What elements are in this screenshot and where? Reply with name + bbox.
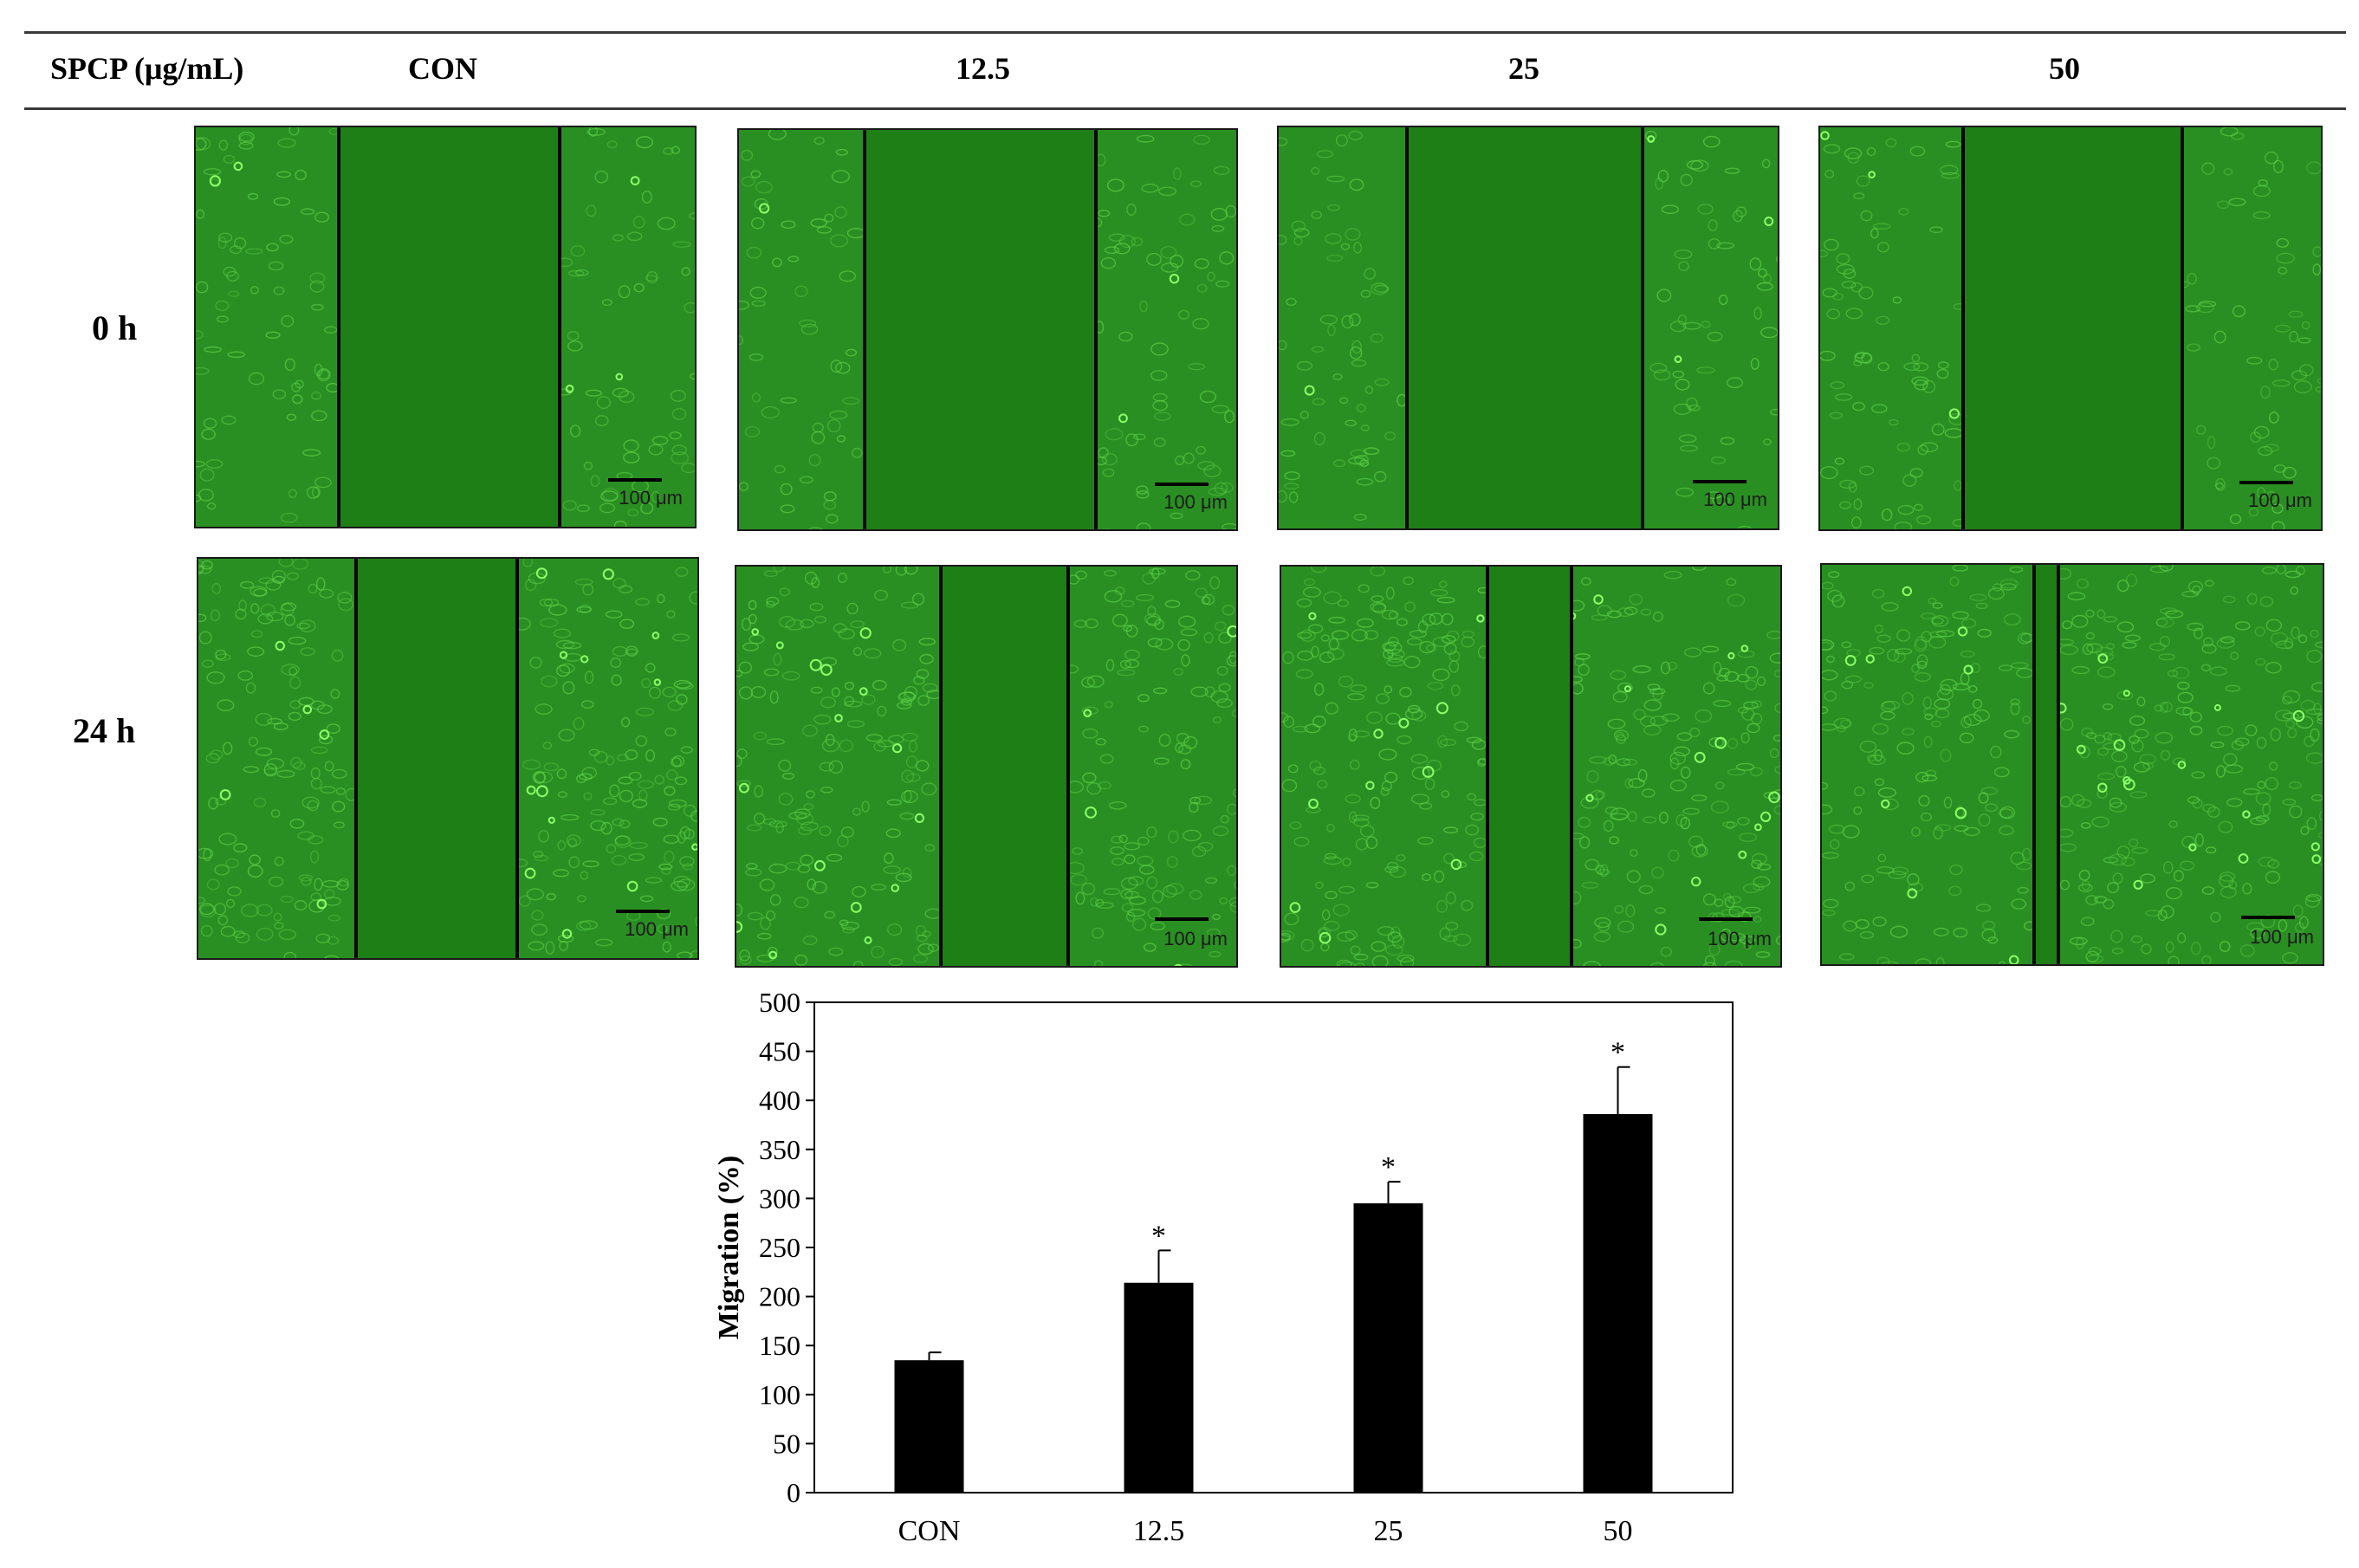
scale-bar xyxy=(608,478,662,482)
column-header-50: 50 xyxy=(2049,51,2080,86)
cell-texture xyxy=(1281,567,1780,966)
wound-gap xyxy=(2034,565,2058,964)
row-label-24h: 24 h xyxy=(73,711,136,750)
migration-bar-chart: 0 50 100 150 200 250 300 350 400 450 500 CON * 12.5 * 2… xyxy=(713,987,1734,1547)
scale-bar xyxy=(616,910,670,913)
scale-bar xyxy=(2239,481,2293,484)
wound-edge-line xyxy=(2032,565,2036,964)
scale-bar-label: 100 μm xyxy=(1703,489,1767,510)
wound-gap xyxy=(941,567,1068,966)
scale-bar-label: 100 μm xyxy=(625,918,689,940)
scale-bar-label: 100 μm xyxy=(1163,928,1228,949)
y-tick-label: 50 xyxy=(773,1428,800,1459)
micrograph-25-0h: 100 μm xyxy=(1277,126,1779,530)
scale-bar xyxy=(2241,916,2295,919)
cell-texture xyxy=(1279,130,1778,528)
y-tick-label: 300 xyxy=(759,1182,800,1214)
micrograph-12-5-24h: 100 μm xyxy=(735,565,1238,968)
wound-edge-line xyxy=(1961,127,1965,529)
significance-asterisk: * xyxy=(1381,1151,1396,1183)
cell-texture xyxy=(739,130,1236,529)
significance-asterisk: * xyxy=(1151,1220,1166,1252)
y-tick-label: 150 xyxy=(759,1330,800,1361)
y-tick-label: 400 xyxy=(759,1085,800,1116)
bar-CON xyxy=(894,1360,964,1493)
bar-25 xyxy=(1353,1203,1423,1493)
micrograph-12-5-0h: 100 μm xyxy=(737,128,1238,531)
bar-50 xyxy=(1583,1114,1653,1493)
y-tick-label: 200 xyxy=(759,1281,800,1312)
significance-asterisk: * xyxy=(1610,1037,1625,1069)
scale-bar-label: 100 μm xyxy=(2250,926,2314,948)
wound-edge-line xyxy=(1486,567,1489,966)
wound-edge-line xyxy=(1405,127,1409,528)
wound-edge-line xyxy=(515,559,519,958)
scale-bar-label: 100 μm xyxy=(1708,928,1772,949)
wound-edge-line xyxy=(1641,127,1644,528)
y-tick-label: 0 xyxy=(787,1477,800,1508)
column-header-12-5: 12.5 xyxy=(956,51,1010,86)
y-tick-label: 450 xyxy=(759,1036,800,1067)
cell-texture xyxy=(736,567,1236,966)
micrograph-50-24h: 100 μm xyxy=(1820,563,2324,966)
x-tick-label: CON xyxy=(898,1515,961,1547)
wound-edge-line xyxy=(1570,567,1573,966)
micrograph-con-24h: 100 μm xyxy=(197,557,699,960)
y-axis-title: Migration (%) xyxy=(713,1156,745,1339)
micrograph-50-0h: 100 μm xyxy=(1818,126,2323,531)
column-header-25: 25 xyxy=(1508,51,1539,86)
micrograph-25-24h: 100 μm xyxy=(1280,565,1782,968)
scale-bar-label: 100 μm xyxy=(2248,489,2312,511)
wound-gap xyxy=(356,559,517,958)
wound-edge-line xyxy=(337,127,340,527)
cell-texture xyxy=(196,127,695,527)
wound-gap xyxy=(1963,127,2182,529)
scale-bar xyxy=(1155,917,1209,921)
concentration-header-label: SPCP (μg/mL) xyxy=(50,51,244,86)
wound-edge-line xyxy=(1094,130,1098,529)
scale-bar xyxy=(1693,480,1747,483)
scale-bar xyxy=(1155,483,1209,486)
wound-gap xyxy=(865,130,1096,529)
y-tick-label: 350 xyxy=(759,1134,800,1165)
wound-edge-line xyxy=(863,130,866,529)
x-tick-label: 25 xyxy=(1374,1515,1403,1547)
table-top-rule xyxy=(24,31,2346,34)
wound-edge-line xyxy=(939,567,943,966)
wound-edge-line xyxy=(2057,565,2060,964)
micrograph-con-0h: 100 μm xyxy=(194,126,697,528)
column-header-con: CON xyxy=(408,51,477,86)
cell-texture xyxy=(1820,127,2321,529)
wound-edge-line xyxy=(1066,567,1070,966)
scale-bar-label: 100 μm xyxy=(619,487,683,509)
wound-gap xyxy=(1487,567,1572,966)
y-tick-label: 250 xyxy=(759,1232,800,1263)
x-tick-label: 12.5 xyxy=(1133,1515,1185,1547)
cell-texture xyxy=(1822,565,2323,964)
wound-edge-line xyxy=(2181,127,2184,529)
table-header-rule xyxy=(24,107,2346,110)
y-tick-label: 100 xyxy=(759,1379,800,1410)
x-tick-label: 50 xyxy=(1604,1515,1633,1547)
wound-edge-line xyxy=(558,127,561,527)
scale-bar-label: 100 μm xyxy=(1163,491,1228,513)
bar-12-5 xyxy=(1124,1282,1194,1493)
scale-bar xyxy=(1699,917,1753,921)
row-label-0h: 0 h xyxy=(92,308,138,347)
wound-gap xyxy=(339,127,560,527)
wound-gap xyxy=(1407,127,1643,528)
y-tick-label: 500 xyxy=(759,987,800,1018)
wound-edge-line xyxy=(354,559,358,958)
